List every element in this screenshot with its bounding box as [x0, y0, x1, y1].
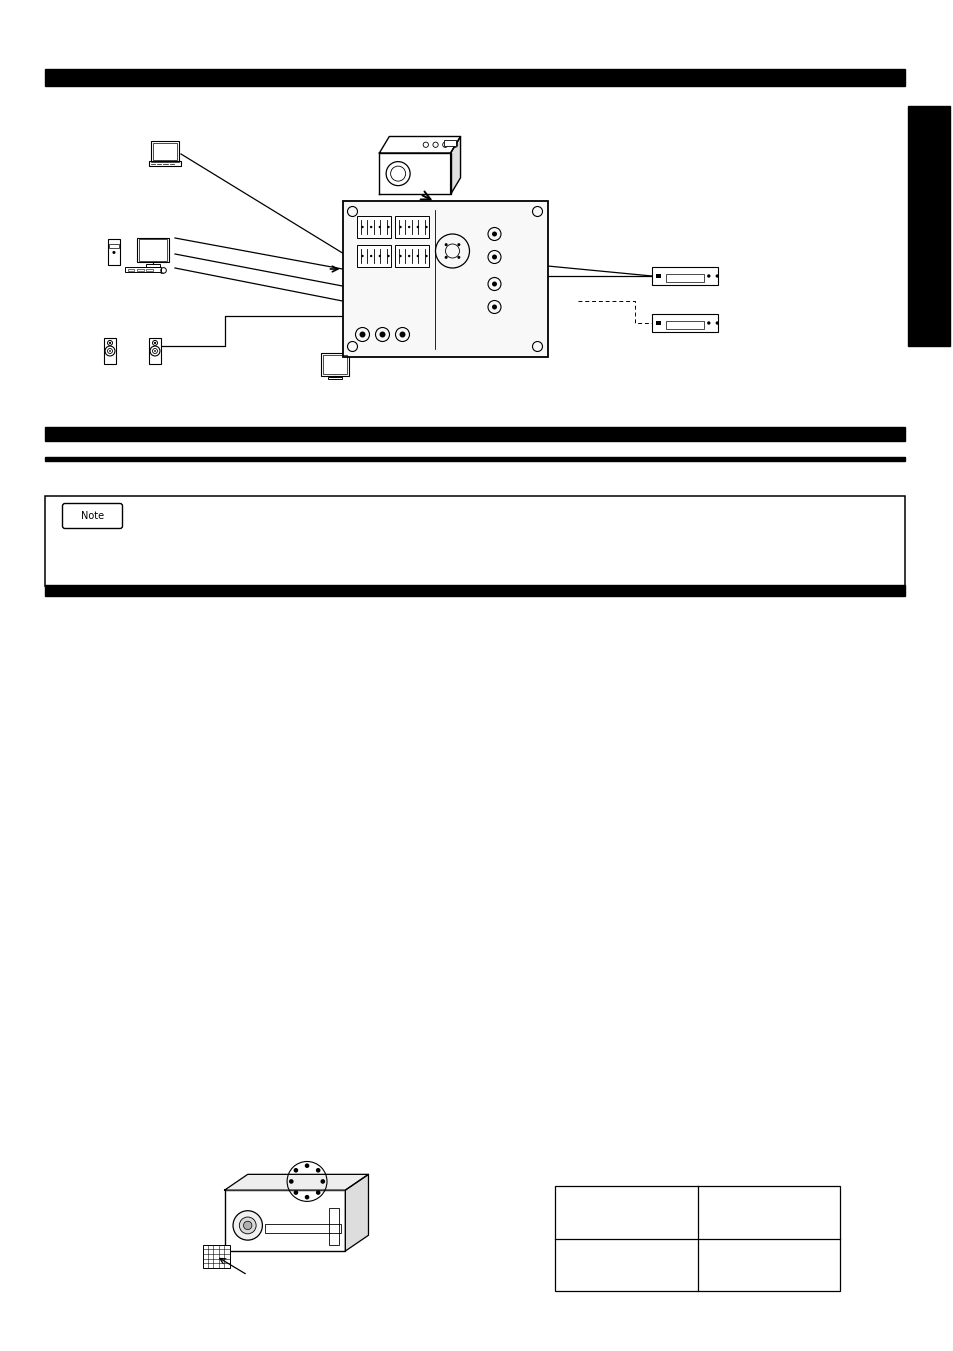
Bar — [125, 267, 161, 273]
Bar — [356, 246, 390, 266]
Bar — [138, 239, 167, 261]
Bar — [202, 1244, 230, 1267]
Circle shape — [370, 255, 372, 257]
Polygon shape — [379, 136, 460, 153]
Text: Note: Note — [81, 511, 104, 521]
Circle shape — [233, 1210, 262, 1240]
Circle shape — [153, 342, 156, 345]
Circle shape — [109, 350, 111, 351]
Circle shape — [706, 322, 710, 324]
Bar — [395, 216, 428, 238]
Circle shape — [361, 255, 363, 257]
Bar — [656, 322, 660, 324]
Bar — [109, 243, 119, 249]
Bar — [152, 141, 178, 162]
Circle shape — [304, 1163, 309, 1169]
Bar — [149, 161, 181, 166]
Circle shape — [399, 331, 405, 338]
Circle shape — [416, 226, 418, 228]
Circle shape — [706, 274, 710, 278]
Circle shape — [294, 1190, 298, 1194]
Circle shape — [387, 255, 389, 257]
Circle shape — [387, 226, 389, 228]
Bar — [108, 239, 120, 265]
Circle shape — [315, 1190, 320, 1194]
Bar — [45, 69, 904, 86]
Bar — [146, 269, 152, 272]
Bar — [137, 269, 144, 272]
Polygon shape — [379, 153, 450, 195]
Circle shape — [154, 350, 155, 351]
Circle shape — [315, 1169, 320, 1173]
Circle shape — [408, 226, 410, 228]
Bar — [264, 1224, 341, 1232]
Circle shape — [715, 322, 719, 324]
Bar — [651, 313, 718, 332]
Circle shape — [239, 1217, 255, 1233]
Bar — [323, 354, 347, 374]
Circle shape — [416, 255, 418, 257]
Circle shape — [425, 255, 427, 257]
Circle shape — [492, 231, 497, 236]
Circle shape — [492, 281, 497, 286]
Circle shape — [378, 226, 380, 228]
Circle shape — [444, 255, 447, 259]
Bar — [137, 238, 169, 262]
Bar — [146, 263, 160, 266]
Polygon shape — [450, 136, 460, 195]
Circle shape — [715, 274, 719, 278]
Circle shape — [386, 162, 410, 185]
Circle shape — [109, 342, 111, 345]
Bar — [665, 322, 703, 328]
Bar — [665, 274, 703, 282]
Circle shape — [456, 243, 460, 246]
Bar — [328, 377, 342, 380]
Circle shape — [492, 304, 497, 309]
Circle shape — [320, 1179, 325, 1183]
Bar — [342, 201, 547, 357]
Circle shape — [112, 251, 115, 254]
Bar — [104, 338, 116, 363]
Bar — [45, 457, 904, 461]
Bar — [45, 585, 904, 596]
Circle shape — [456, 255, 460, 259]
Circle shape — [399, 226, 401, 228]
Circle shape — [294, 1169, 298, 1173]
Circle shape — [492, 254, 497, 259]
Bar — [224, 1190, 345, 1251]
Bar — [651, 266, 718, 285]
Bar — [321, 353, 348, 376]
Bar — [907, 105, 949, 346]
Bar — [128, 269, 134, 272]
Bar — [656, 274, 660, 278]
Polygon shape — [224, 1174, 368, 1190]
Circle shape — [408, 255, 410, 257]
Circle shape — [370, 226, 372, 228]
Bar — [443, 141, 456, 146]
Polygon shape — [345, 1174, 368, 1251]
Circle shape — [444, 243, 447, 246]
Bar — [356, 216, 390, 238]
Circle shape — [359, 331, 365, 338]
Circle shape — [399, 255, 401, 257]
Bar — [555, 1186, 840, 1292]
Bar — [45, 496, 904, 586]
Circle shape — [378, 255, 380, 257]
Circle shape — [289, 1179, 294, 1183]
Circle shape — [304, 1194, 309, 1200]
Bar — [395, 246, 428, 266]
Bar — [45, 427, 904, 440]
Circle shape — [361, 226, 363, 228]
Circle shape — [243, 1221, 252, 1229]
Bar — [152, 143, 176, 161]
Bar — [149, 338, 161, 363]
Circle shape — [425, 226, 427, 228]
Circle shape — [379, 331, 385, 338]
Bar — [328, 1208, 338, 1244]
